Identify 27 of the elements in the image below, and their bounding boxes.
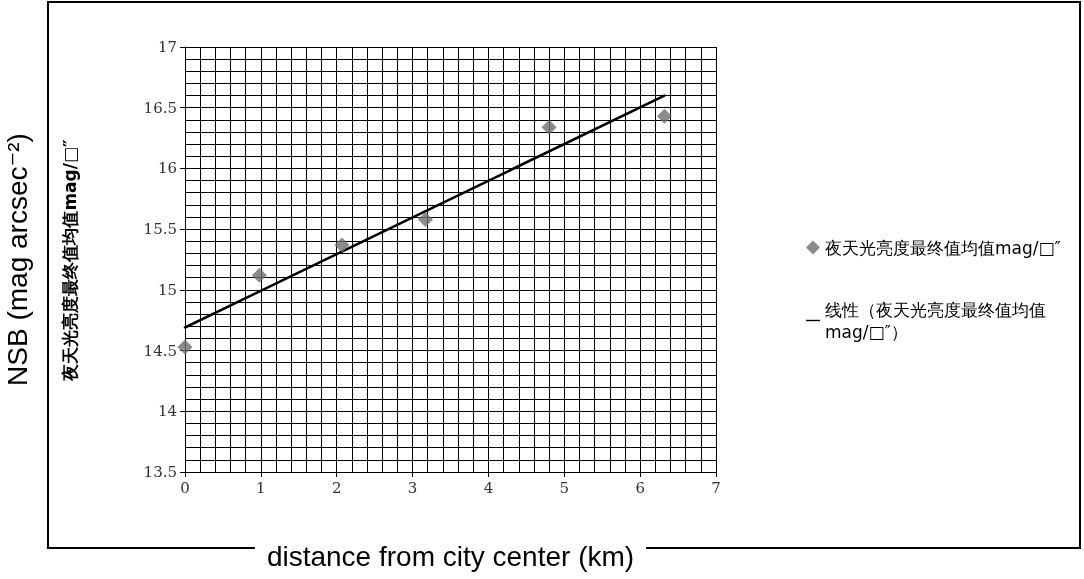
y-tick-label: 14.5 <box>143 341 177 360</box>
y-tick-label: 15 <box>157 280 177 299</box>
y-tick-label: 14 <box>157 402 177 421</box>
point <box>656 108 672 124</box>
x-tick-label: 2 <box>331 478 342 497</box>
point <box>541 119 557 135</box>
x-axis-title: distance from city center (km) <box>266 540 635 572</box>
x-tick-label: 6 <box>635 478 645 497</box>
x-tick-label: 3 <box>407 478 418 497</box>
y-axis-title: NSB (mag arcsec⁻²) <box>1 133 33 386</box>
text: 夜天光亮度最终值均值mag/□″ <box>60 138 80 382</box>
y-tick-label: 17 <box>157 38 177 56</box>
y-tick-label: 16 <box>157 159 177 178</box>
point <box>251 267 267 283</box>
y-tick-label: 13.5 <box>143 463 177 481</box>
y-tick-label: 16.5 <box>143 98 177 117</box>
legend-label: 线性（夜天光亮度最终值均值mag/□″） <box>825 299 1046 342</box>
x-tick-label: 7 <box>711 478 721 497</box>
point <box>177 339 193 355</box>
x-tick-label: 1 <box>256 478 266 497</box>
x-tick-label: 5 <box>559 478 570 497</box>
point <box>334 237 350 253</box>
x-tick-label: 4 <box>483 478 494 497</box>
x-tick-label: 0 <box>180 478 190 497</box>
legend-label: 夜天光亮度最终值均值mag/□″ <box>825 237 1061 258</box>
point <box>417 211 433 227</box>
y-tick-label: 15.5 <box>143 220 177 239</box>
